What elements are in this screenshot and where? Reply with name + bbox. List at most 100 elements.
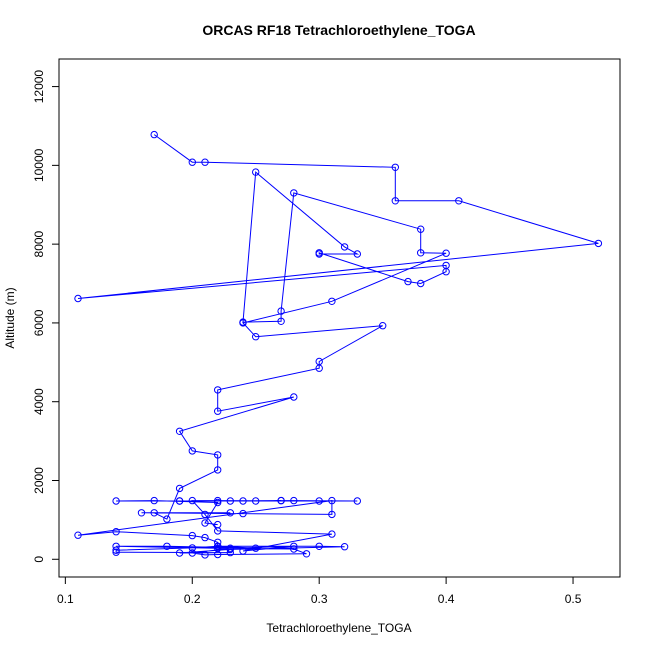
data-point	[290, 545, 298, 553]
data-point	[188, 544, 197, 552]
data-point	[315, 542, 323, 550]
data-point	[188, 549, 197, 557]
data-point	[175, 549, 184, 557]
data-point	[391, 163, 399, 172]
data-point	[214, 466, 222, 474]
data-point	[226, 509, 235, 517]
data-point	[290, 189, 298, 197]
x-tick-label: 0.3	[311, 592, 328, 606]
data-point	[112, 542, 120, 550]
data-point	[163, 542, 171, 550]
data-point	[252, 497, 260, 505]
chart-title: ORCAS RF18 Tetrachloroethylene_TOGA	[202, 22, 475, 38]
data-point	[137, 509, 146, 517]
data-point	[214, 496, 222, 505]
data-point	[214, 386, 222, 394]
data-point	[112, 497, 120, 505]
data-point	[353, 250, 361, 258]
data-points	[74, 130, 603, 559]
data-point	[226, 497, 235, 505]
data-point	[328, 530, 336, 538]
data-point	[391, 197, 399, 205]
data-point	[239, 547, 247, 555]
data-point	[252, 544, 260, 552]
data-point	[188, 531, 197, 540]
data-point	[328, 496, 336, 505]
data-point	[214, 498, 222, 507]
x-axis-label: Tetrachloroethylene_TOGA	[266, 621, 411, 635]
y-tick-label: 4000	[32, 388, 46, 415]
x-tick-label: 0.2	[184, 592, 201, 606]
y-tick-label: 8000	[32, 230, 46, 257]
data-point	[74, 294, 82, 303]
data-point	[252, 168, 260, 176]
data-point	[150, 130, 158, 139]
data-point	[302, 550, 311, 558]
data-point	[150, 496, 158, 505]
x-tick-label: 0.1	[57, 592, 74, 606]
data-point	[417, 225, 425, 233]
y-tick-label: 0	[32, 556, 46, 563]
data-point	[417, 249, 425, 257]
data-point	[442, 268, 450, 276]
data-point	[214, 520, 222, 529]
data-point	[201, 551, 209, 559]
data-point	[175, 497, 184, 505]
data-point	[214, 407, 222, 415]
data-point	[277, 307, 285, 315]
data-point	[239, 509, 247, 518]
data-point	[112, 546, 120, 554]
data-point	[239, 319, 247, 327]
data-point	[442, 249, 450, 257]
data-point	[188, 447, 197, 455]
data-point	[340, 543, 349, 551]
data-point	[252, 333, 260, 341]
data-point	[163, 515, 171, 523]
data-point	[277, 317, 285, 325]
data-point	[290, 393, 298, 401]
data-point	[239, 497, 247, 505]
data-point	[328, 297, 336, 305]
data-point	[340, 243, 349, 251]
y-tick-label: 2000	[32, 467, 46, 494]
data-point	[290, 496, 298, 505]
data-point	[201, 519, 209, 527]
y-tick-label: 12000	[32, 70, 46, 104]
data-point	[226, 544, 235, 552]
data-point	[201, 533, 209, 542]
y-axis: 0 2000 4000 6000 8000 10000 12000	[32, 70, 59, 563]
data-point	[290, 542, 298, 550]
data-point	[328, 510, 336, 519]
data-point	[188, 496, 197, 505]
data-point	[226, 548, 235, 557]
data-point	[214, 451, 222, 459]
data-point	[112, 528, 120, 536]
data-point	[277, 496, 285, 505]
y-tick-label: 10000	[32, 148, 46, 182]
x-axis: 0.1 0.2 0.3 0.4 0.5	[57, 577, 582, 606]
data-point	[74, 531, 82, 539]
data-point	[201, 158, 209, 166]
x-tick-label: 0.5	[565, 592, 582, 606]
data-point	[379, 322, 387, 330]
data-point	[404, 277, 412, 286]
data-point	[315, 250, 323, 258]
data-point	[150, 509, 158, 517]
data-point	[188, 158, 197, 166]
data-point	[201, 510, 209, 519]
data-point	[455, 197, 463, 205]
y-tick-label: 6000	[32, 309, 46, 336]
data-point	[315, 497, 323, 505]
plot-frame	[58, 58, 621, 578]
x-tick-label: 0.4	[438, 592, 455, 606]
data-point	[315, 364, 323, 372]
data-point	[214, 542, 222, 550]
data-point	[214, 550, 222, 559]
data-point	[417, 279, 425, 288]
y-axis-label: Altitude (m)	[3, 287, 17, 348]
data-point	[353, 497, 361, 505]
data-point	[594, 239, 603, 248]
series-line	[77, 134, 599, 556]
data-point	[175, 427, 184, 435]
